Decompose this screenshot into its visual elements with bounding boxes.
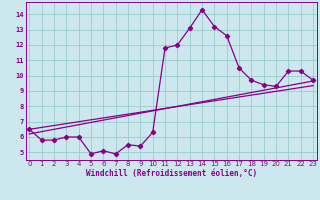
X-axis label: Windchill (Refroidissement éolien,°C): Windchill (Refroidissement éolien,°C) bbox=[86, 169, 257, 178]
